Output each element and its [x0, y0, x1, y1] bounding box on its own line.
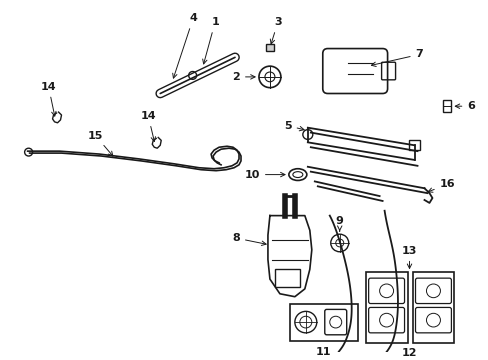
- Text: 10: 10: [244, 170, 285, 180]
- Text: 14: 14: [140, 111, 156, 141]
- Text: 7: 7: [371, 49, 423, 67]
- Bar: [412, 272, 453, 343]
- Text: 16: 16: [427, 179, 454, 192]
- Text: 8: 8: [232, 233, 265, 246]
- Text: 14: 14: [41, 82, 56, 116]
- Bar: [443, 100, 450, 112]
- Bar: [274, 269, 299, 287]
- Text: 9: 9: [335, 216, 343, 231]
- Bar: [407, 140, 420, 150]
- Text: 3: 3: [270, 17, 281, 44]
- Text: 5: 5: [284, 121, 304, 131]
- Text: 6: 6: [454, 101, 474, 111]
- Text: 15: 15: [87, 131, 113, 156]
- Bar: [265, 44, 273, 51]
- Text: 1: 1: [202, 17, 219, 64]
- Text: 4: 4: [172, 13, 197, 78]
- Bar: [289, 303, 357, 341]
- Text: 2: 2: [232, 72, 255, 82]
- Bar: [365, 272, 407, 343]
- Text: 12: 12: [401, 348, 416, 359]
- Text: 11: 11: [315, 347, 331, 356]
- Text: 13: 13: [401, 246, 416, 269]
